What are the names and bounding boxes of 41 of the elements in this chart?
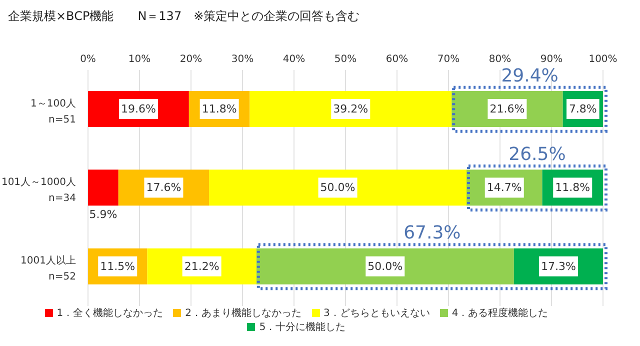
bar (256, 248, 514, 284)
annotation: 67.3% (404, 222, 461, 244)
legend-label: 4．ある程度機能した (452, 308, 548, 319)
y-tick-label: 1～100人 n=51 (30, 98, 76, 126)
chart-title: 企業規模×BCP機能 N＝137 ※策定中との企業の回答も含む (8, 8, 360, 25)
legend-label: 3．どちらともいえない (324, 308, 430, 319)
data-label: 7.8% (568, 102, 597, 116)
x-tick-label: 60% (386, 54, 408, 65)
x-tick-label: 20% (180, 54, 202, 65)
data-label: 21.2% (184, 260, 220, 273)
data-label: 5.9% (89, 208, 118, 222)
x-tick-label: 100% (588, 54, 618, 65)
x-tick-label: 30% (231, 54, 254, 65)
legend-label: 2．あまり機能しなかった (185, 308, 302, 319)
legend-label: 1．全く機能しなかった (56, 308, 164, 319)
data-label: 11.8% (202, 102, 237, 116)
data-label: 50.0% (320, 181, 356, 194)
data-label: 14.7% (486, 181, 522, 194)
y-tick-label: 1001人以上 n=52 (20, 254, 76, 283)
data-label: 19.6% (120, 102, 156, 116)
y-tick-label: 101人～1000人 n=34 (1, 177, 76, 204)
x-tick-label: 80% (488, 54, 512, 65)
x-tick-label: 40% (282, 54, 306, 65)
data-label: 11.5% (100, 260, 136, 273)
data-label: 21.6% (490, 102, 525, 116)
x-tick-label: 70% (437, 54, 460, 65)
annotation: 29.4% (501, 65, 558, 86)
data-label: 50.0% (368, 260, 403, 273)
data-label: 11.8% (555, 181, 590, 194)
data-label: 17.3% (540, 260, 576, 273)
bar (209, 170, 467, 206)
x-tick-label: 10% (128, 54, 151, 65)
x-tick-label: 90% (540, 54, 563, 65)
x-tick-label: 50% (334, 54, 357, 65)
data-label: 17.6% (146, 181, 182, 194)
data-label: 39.2% (333, 102, 368, 116)
annotation: 26.5% (508, 144, 566, 165)
legend-label: 5．十分に機能した (259, 322, 346, 333)
bar (88, 170, 118, 206)
bar (250, 91, 452, 127)
x-tick-label: 0% (80, 54, 96, 65)
